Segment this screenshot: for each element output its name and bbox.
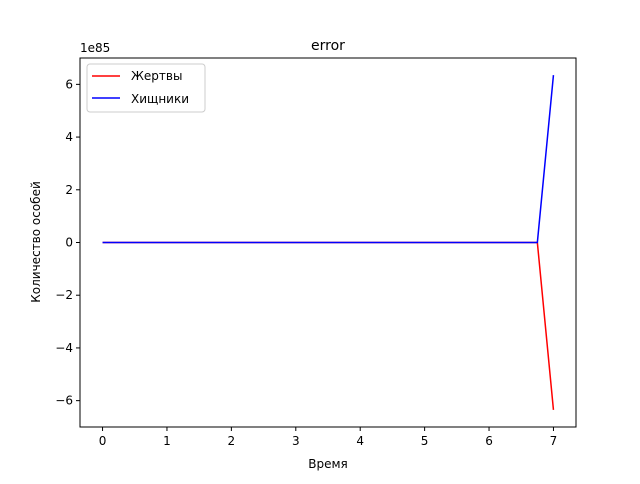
legend-label-predators: Хищники [131, 92, 189, 106]
y-axis-label: Количество особей [29, 181, 43, 302]
series-layer [102, 75, 555, 410]
legend-label-prey: Жертвы [131, 69, 182, 83]
x-tick-label: 1 [163, 434, 171, 448]
series-line-predators [102, 75, 555, 244]
x-axis-ticks: 0 1 2 3 4 5 6 7 [99, 427, 558, 448]
y-tick-label: −2 [55, 288, 73, 302]
y-tick-label: 2 [65, 183, 73, 197]
y-tick-label: 6 [65, 77, 73, 91]
legend: Жертвы Хищники [86, 63, 206, 113]
y-tick-label: 4 [65, 130, 73, 144]
x-tick-label: 5 [421, 434, 429, 448]
x-axis-label: Время [308, 457, 348, 471]
x-tick-label: 6 [485, 434, 493, 448]
x-tick-label: 7 [550, 434, 558, 448]
y-axis-offset-label: 1e85 [80, 41, 110, 55]
x-tick-label: 0 [99, 434, 107, 448]
chart-title: error [311, 38, 345, 54]
x-tick-label: 2 [228, 434, 236, 448]
y-axis-ticks: −6 −4 −2 0 2 4 6 [55, 77, 80, 408]
y-tick-label: 0 [65, 236, 73, 250]
x-tick-label: 3 [292, 434, 300, 448]
x-tick-label: 4 [356, 434, 364, 448]
y-tick-label: −4 [55, 341, 73, 355]
y-tick-label: −6 [55, 394, 73, 408]
